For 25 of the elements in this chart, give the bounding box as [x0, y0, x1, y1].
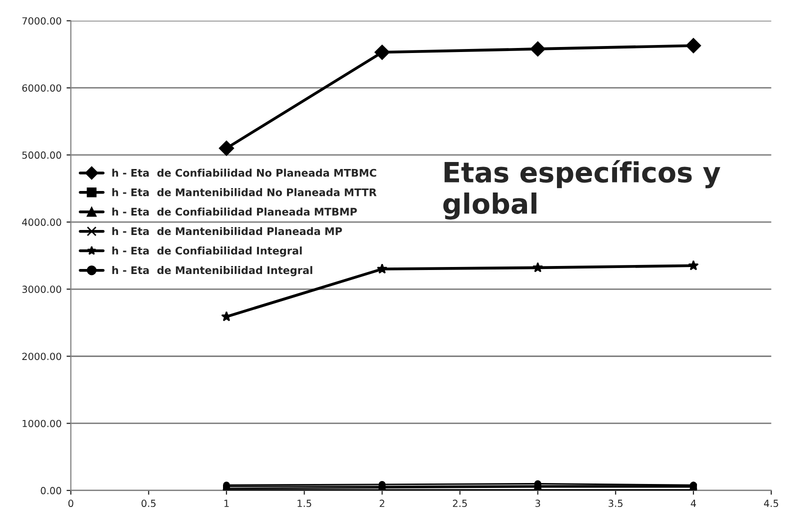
x-tick-label: 1: [224, 500, 229, 507]
y-tick-label: 2000.00: [22, 352, 62, 360]
x-tick-label: 1.5: [298, 500, 312, 508]
legend-label: h - Eta de Confiabilidad Planeada MTBMP: [112, 208, 357, 216]
x-tick-label: 3: [535, 500, 540, 508]
legend-label: h - Eta de Mantenibilidad Integral: [112, 266, 312, 276]
y-tick-label: 0.00: [40, 486, 62, 494]
x-tick-label: 2: [380, 500, 384, 507]
legend-label: h - Eta de Mantenibilidad No Planeada MTTR: [112, 188, 377, 196]
x-tick-label: 4: [690, 500, 696, 507]
legend-label: h - Eta de Confiabilidad No Planeada MTBMC: [112, 168, 376, 177]
legend-label: h - Eta de Confiabilidad Integral: [112, 246, 302, 257]
y-tick-label: 5000.00: [22, 151, 62, 159]
y-tick-label: 1000.00: [22, 420, 62, 428]
y-tick-label: 6000.00: [22, 84, 62, 92]
y-tick-label: 3000.00: [22, 286, 62, 293]
x-tick-label: 4.5: [764, 500, 778, 508]
x-tick-label: 0.5: [142, 500, 156, 508]
legend-label: h - Eta de Mantenibilidad Planeada MP: [112, 227, 342, 236]
x-tick-label: 2.5: [452, 500, 467, 508]
y-tick-label: 7000.00: [22, 17, 62, 25]
x-tick-label: 0: [68, 500, 74, 508]
text: Etas específicos y global: [443, 160, 720, 220]
x-tick-label: 3.5: [608, 500, 622, 508]
y-tick-label: 4000.00: [22, 218, 62, 226]
